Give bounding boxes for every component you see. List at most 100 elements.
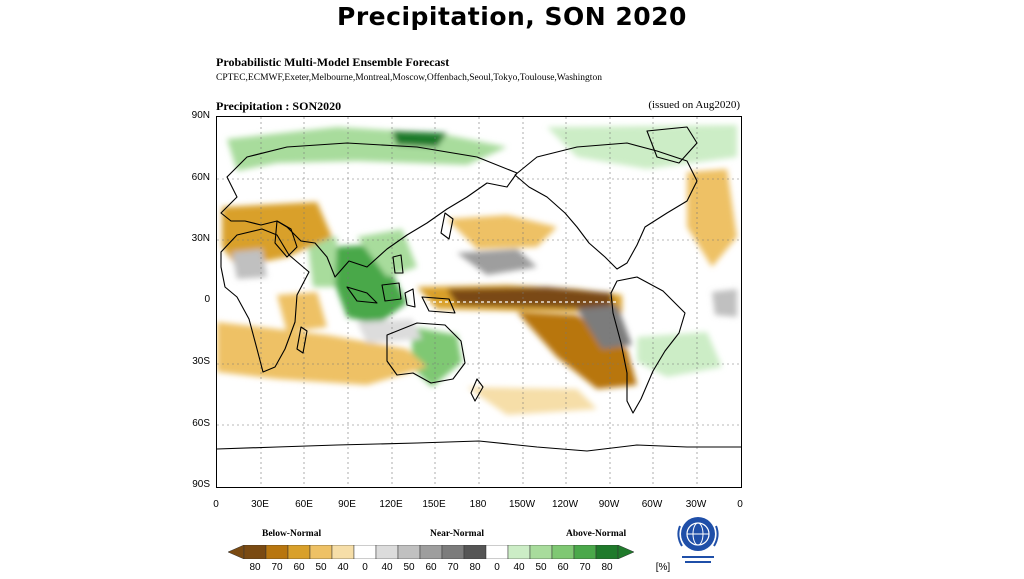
- lat-label: 30S: [192, 356, 210, 367]
- colorbar-swatch: [463, 545, 487, 559]
- colorbar-tick-label: 80: [469, 562, 481, 573]
- coastlines: [217, 126, 741, 452]
- colorbar-tick-label: 60: [293, 562, 305, 573]
- colorbar-tick-label: 70: [447, 562, 459, 573]
- shade-north-atlantic: [687, 169, 737, 267]
- colorbar-swatch: [243, 545, 267, 559]
- shade-sahara-grey: [232, 249, 267, 279]
- colorbar-tick-label: 0: [494, 562, 500, 573]
- lon-label: 150W: [508, 499, 536, 510]
- shade-equatorial-pacific-core: [447, 287, 612, 309]
- colorbar-tick-label: 80: [249, 562, 261, 573]
- lon-label: 30W: [685, 499, 707, 510]
- map-header-left: Precipitation : SON2020: [216, 99, 342, 113]
- shade-south-atlantic: [637, 332, 722, 377]
- shade-south-asia: [307, 237, 337, 287]
- shade-maritime-continent: [332, 245, 407, 325]
- lon-label: 90W: [598, 499, 620, 510]
- colorbar-swatch: [551, 545, 575, 559]
- lat-label: 60S: [192, 418, 210, 429]
- precipitation-map: [216, 116, 742, 488]
- lon-label: 60W: [641, 499, 663, 510]
- lon-label: 120E: [379, 499, 403, 510]
- colorbar-swatch: [287, 545, 311, 559]
- lat-label: 90S: [192, 479, 210, 490]
- coast-africa: [220, 228, 310, 373]
- colorbar-swatch: [419, 545, 443, 559]
- colorbar-tick-label: 40: [513, 562, 525, 573]
- map-header-right: (issued on Aug2020): [648, 99, 740, 111]
- shade-east-pacific-grey: [577, 305, 632, 349]
- lat-label: 0: [204, 294, 210, 305]
- colorbar-swatch: [595, 545, 619, 559]
- colorbar-swatch: [265, 545, 289, 559]
- lon-label: 60E: [295, 499, 313, 510]
- map-canvas: [217, 117, 741, 487]
- colorbar-swatch: [529, 545, 553, 559]
- colorbar-tick-label: 50: [315, 562, 327, 573]
- coast-arabia: [274, 220, 298, 258]
- lat-label: 90N: [191, 110, 210, 121]
- coast-greenland: [646, 126, 698, 164]
- colorbar-tick-label: 0: [362, 562, 368, 573]
- wmo-logo: [672, 512, 724, 574]
- coast-madagascar: [296, 326, 308, 354]
- colorbar-swatch: [573, 545, 597, 559]
- lon-label: 0: [213, 499, 219, 510]
- colorbar-tick-label: 40: [381, 562, 393, 573]
- legend-below-normal: Below-Normal: [262, 529, 322, 539]
- coast-borneo: [381, 282, 402, 302]
- coast-south-america: [610, 276, 686, 414]
- colorbar-tick-label: 80: [601, 562, 613, 573]
- contributors-list: CPTEC,ECMWF,Exeter,Melbourne,Montreal,Mo…: [216, 73, 602, 83]
- coast-north-america: [514, 142, 698, 270]
- lon-label: 180: [469, 499, 487, 510]
- colorbar-tick-label: 70: [579, 562, 591, 573]
- coast-australia: [386, 322, 466, 384]
- coast-sulawesi: [404, 288, 416, 308]
- lat-label: 30N: [191, 233, 210, 244]
- colorbar-swatch: [375, 545, 399, 559]
- legend-near-normal: Near-Normal: [430, 529, 484, 539]
- colorbar-swatch: [397, 545, 421, 559]
- colorbar-tick-label: 50: [403, 562, 415, 573]
- coast-antarctica: [217, 440, 741, 452]
- shade-central-pacific-grey: [457, 249, 537, 275]
- colorbar-arrow-right: [617, 545, 635, 559]
- lon-label: 120W: [551, 499, 579, 510]
- shade-australia: [412, 327, 462, 387]
- colorbar-swatch: [507, 545, 531, 559]
- colorbar-swatch: [485, 545, 509, 559]
- colorbar-tick-label: 50: [535, 562, 547, 573]
- colorbar-swatch: [309, 545, 333, 559]
- shade-arctic-core: [392, 131, 447, 147]
- lat-label: 60N: [191, 172, 210, 183]
- colorbar: [228, 545, 635, 559]
- lon-label: 30E: [251, 499, 269, 510]
- colorbar-arrow-left: [228, 545, 245, 559]
- shade-southern-ocean: [467, 387, 597, 415]
- shade-north-pacific: [447, 215, 557, 249]
- coast-new-zealand: [470, 378, 484, 402]
- shade-east-africa: [277, 292, 327, 332]
- colorbar-tick-label: 70: [271, 562, 283, 573]
- lon-label: 150E: [422, 499, 446, 510]
- coast-japan: [440, 212, 454, 240]
- coast-new-guinea: [421, 296, 456, 314]
- legend-above-normal: Above-Normal: [566, 529, 627, 539]
- shade-atlantic-grey: [712, 289, 737, 317]
- main-title: Precipitation, SON 2020: [337, 2, 687, 31]
- colorbar-swatch: [441, 545, 465, 559]
- lon-label: 0: [737, 499, 743, 510]
- lon-label: 90E: [338, 499, 356, 510]
- colorbar-tick-label: 40: [337, 562, 349, 573]
- colorbar-tick-label: 60: [557, 562, 569, 573]
- shade-southeast-pacific: [517, 312, 637, 389]
- coast-sumatra: [346, 286, 378, 304]
- coast-philippines: [392, 254, 404, 274]
- forecast-subtitle: Probabilistic Multi-Model Ensemble Forec…: [216, 55, 450, 69]
- wmo-emblem-icon: [677, 517, 719, 563]
- shade-indian-ocean-grey: [357, 319, 422, 343]
- colorbar-swatch: [353, 545, 377, 559]
- colorbar-swatch: [331, 545, 355, 559]
